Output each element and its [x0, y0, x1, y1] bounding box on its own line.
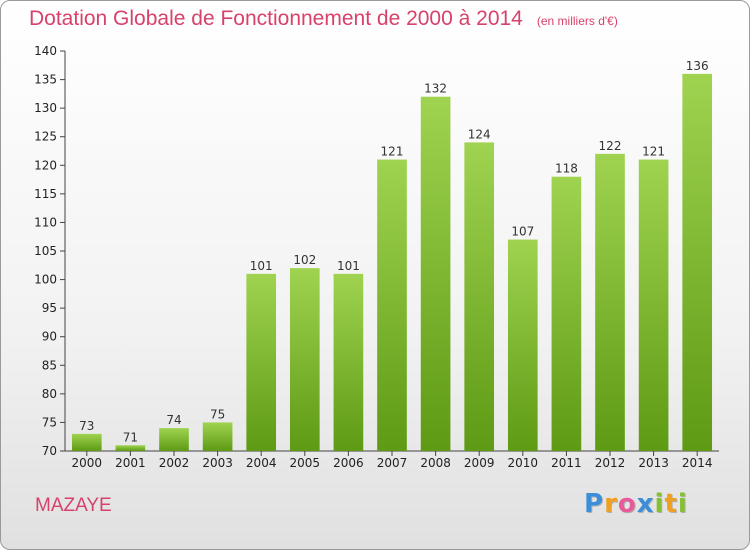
chart-subtitle: (en milliers d'€)	[536, 14, 618, 28]
data-label-2003: 75	[210, 407, 225, 421]
y-tick-label: 125	[34, 130, 57, 144]
x-tick-label-2009: 2009	[464, 456, 495, 470]
x-tick-label-2003: 2003	[202, 456, 233, 470]
data-label-2012: 122	[599, 139, 622, 153]
bar-2012	[595, 153, 625, 451]
x-tick-label-2013: 2013	[638, 456, 669, 470]
y-tick-label: 130	[34, 101, 57, 115]
x-tick-label-2008: 2008	[420, 456, 451, 470]
data-label-2009: 124	[468, 127, 491, 141]
bar-2005	[289, 268, 320, 451]
data-label-2010: 107	[511, 225, 534, 239]
data-label-2013: 121	[642, 145, 665, 159]
x-tick-label-2005: 2005	[290, 456, 321, 470]
y-tick-label: 120	[34, 158, 57, 172]
x-tick-label-2007: 2007	[377, 456, 408, 470]
title-row: Dotation Globale de Fonctionnement de 20…	[29, 7, 618, 31]
proxiti-logo: Proxiti	[584, 489, 688, 519]
data-label-2014: 136	[686, 59, 709, 73]
y-tick-label: 140	[34, 44, 57, 58]
data-label-2008: 132	[424, 82, 447, 96]
bar-2008	[420, 96, 451, 451]
x-tick-label-2001: 2001	[115, 456, 146, 470]
bar-2003	[202, 422, 233, 451]
bar-2009	[464, 142, 495, 451]
data-label-2006: 101	[337, 259, 360, 273]
bar-2001	[115, 445, 146, 451]
data-label-2011: 118	[555, 162, 578, 176]
y-tick-label: 115	[34, 187, 57, 201]
y-tick-label: 80	[42, 387, 57, 401]
x-tick-label-2004: 2004	[246, 456, 277, 470]
y-tick-label: 100	[34, 273, 57, 287]
data-label-2007: 121	[381, 145, 404, 159]
data-label-2000: 73	[79, 419, 94, 433]
data-label-2004: 101	[250, 259, 273, 273]
bar-2004	[246, 273, 277, 451]
bar-2000	[71, 433, 102, 451]
data-label-2001: 71	[123, 430, 138, 444]
y-tick-label: 85	[42, 358, 57, 372]
y-tick-label: 135	[34, 73, 57, 87]
bar-2007	[377, 159, 407, 452]
y-tick-label: 110	[34, 215, 57, 229]
bar-2011	[551, 176, 582, 451]
data-label-2005: 102	[293, 253, 316, 267]
x-tick-label-2000: 2000	[72, 456, 103, 470]
x-tick-label-2011: 2011	[551, 456, 582, 470]
x-tick-label-2006: 2006	[333, 456, 364, 470]
data-label-2002: 74	[166, 413, 181, 427]
x-tick-label-2012: 2012	[595, 456, 626, 470]
bar-2002	[159, 428, 189, 451]
chart-title: Dotation Globale de Fonctionnement de 20…	[29, 7, 523, 30]
y-tick-label: 75	[42, 415, 57, 429]
bar-2010	[507, 239, 538, 451]
y-tick-label: 70	[42, 444, 57, 458]
bar-2013	[638, 159, 669, 452]
y-tick-label: 95	[42, 301, 57, 315]
bar-2014	[682, 73, 713, 451]
x-tick-label-2010: 2010	[508, 456, 539, 470]
bar-2006	[333, 273, 364, 451]
commune-name: MAZAYE	[35, 495, 112, 516]
x-tick-label-2014: 2014	[682, 456, 713, 470]
y-tick-label: 90	[42, 330, 57, 344]
x-tick-label-2002: 2002	[159, 456, 190, 470]
y-tick-label: 105	[34, 244, 57, 258]
